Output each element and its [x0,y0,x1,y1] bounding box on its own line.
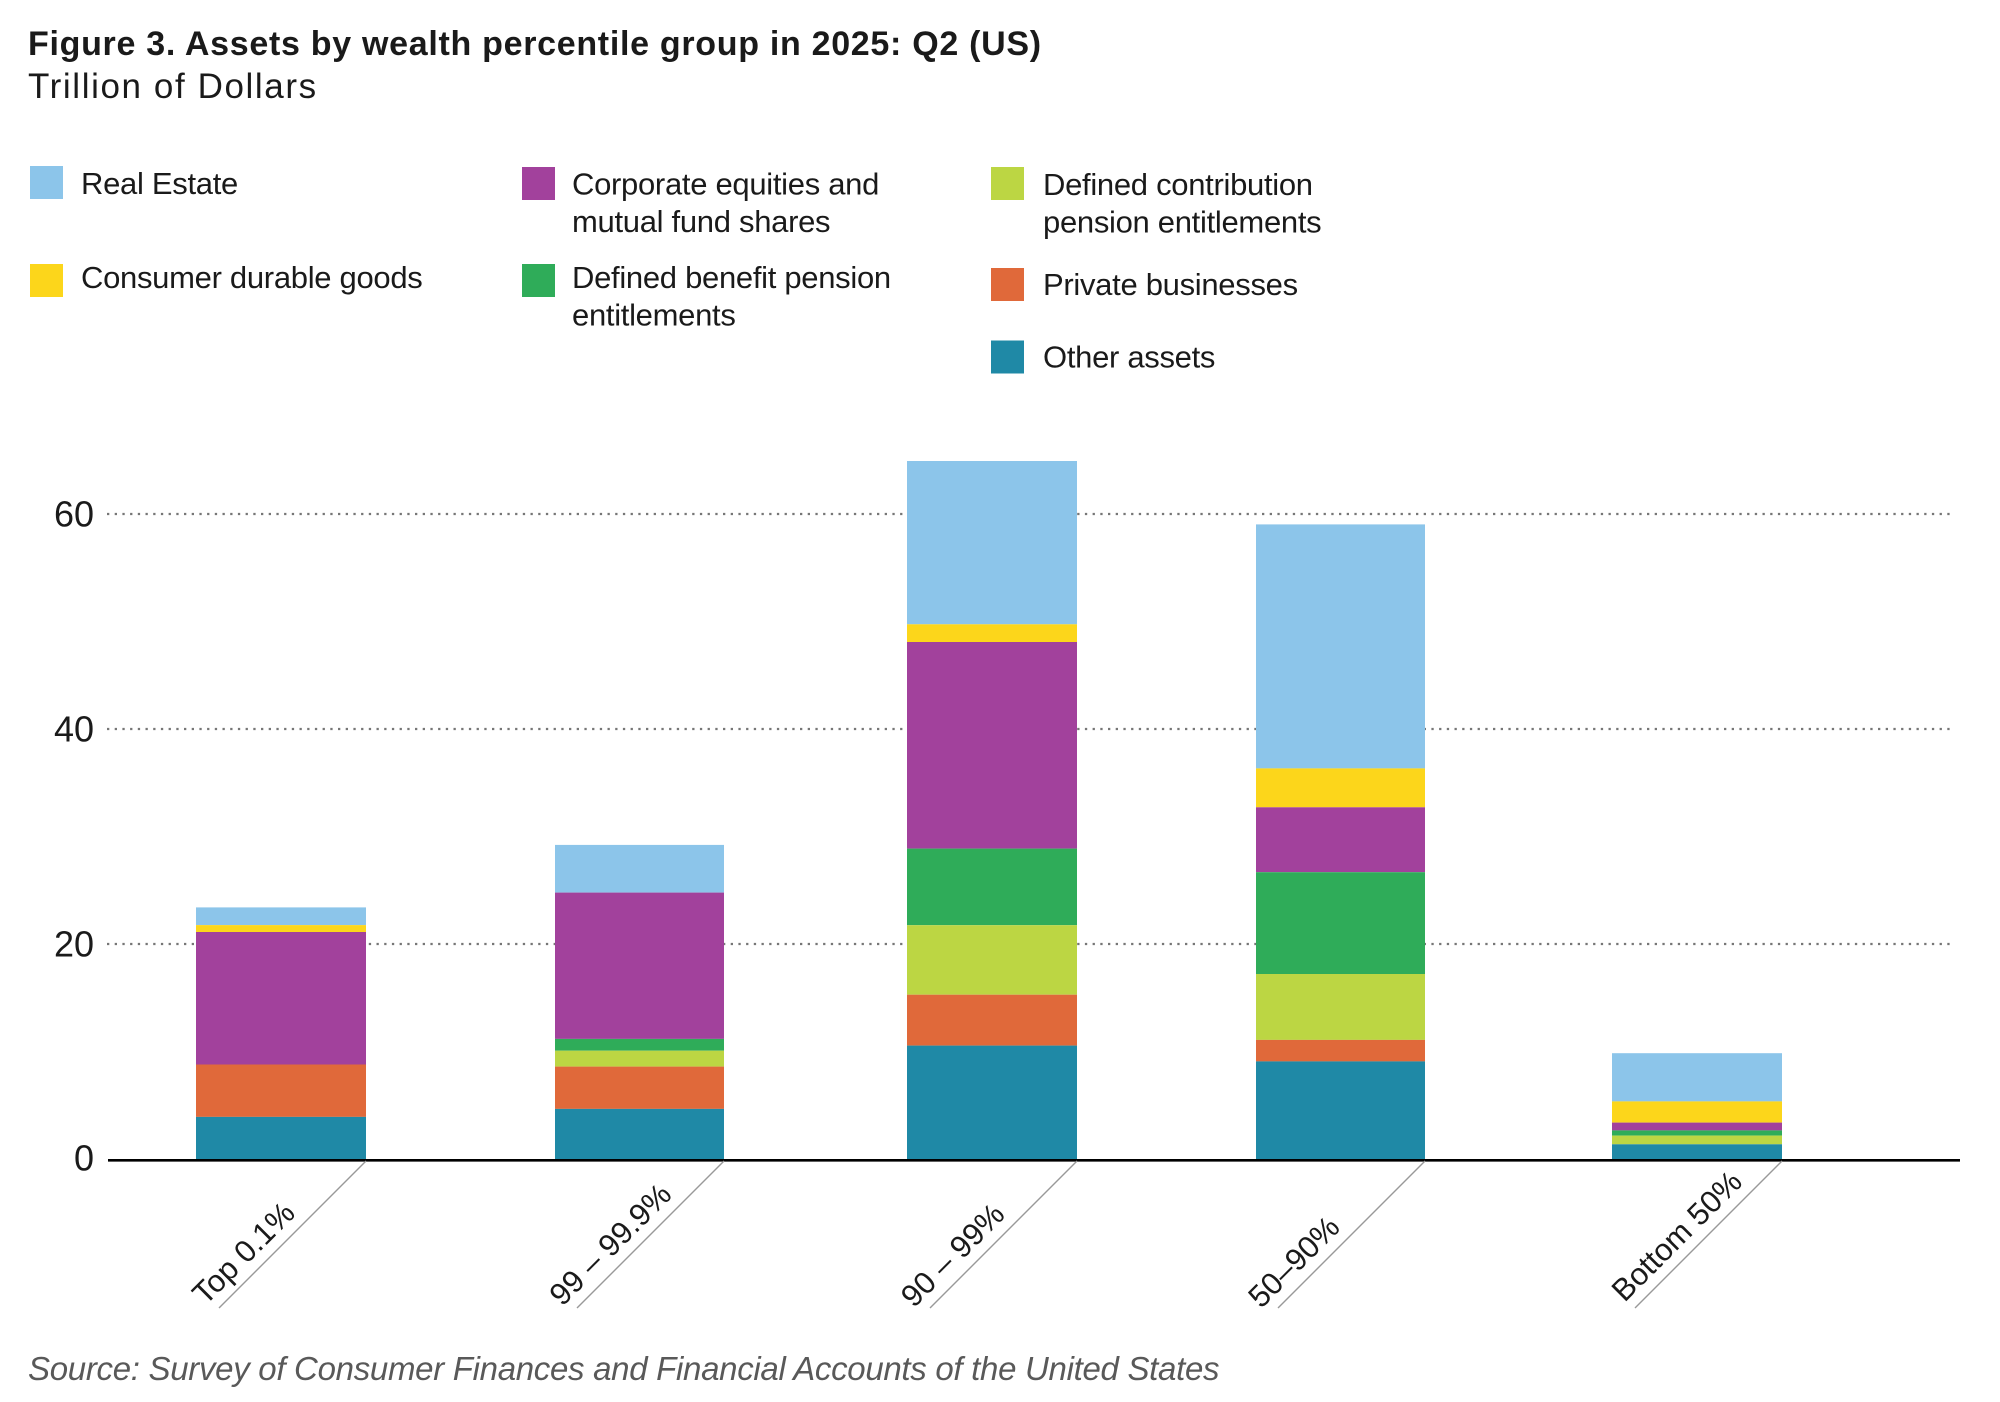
svg-text:pension entitlements: pension entitlements [1043,205,1321,240]
svg-text:20: 20 [54,924,94,965]
svg-text:60: 60 [54,494,94,535]
svg-text:Corporate equities and: Corporate equities and [572,167,879,202]
svg-text:entitlements: entitlements [572,298,736,333]
svg-text:Trillion of Dollars: Trillion of Dollars [28,67,318,106]
svg-text:Private businesses: Private businesses [1043,267,1298,302]
svg-text:Defined benefit pension: Defined benefit pension [572,260,891,295]
svg-text:mutual fund shares: mutual fund shares [572,204,830,239]
svg-text:Real Estate: Real Estate [81,166,238,201]
svg-text:Consumer durable goods: Consumer durable goods [81,260,423,295]
svg-text:0: 0 [74,1138,94,1179]
svg-text:Source: Survey of Consumer Fin: Source: Survey of Consumer Finances and … [28,1350,1219,1387]
svg-text:Other assets: Other assets [1043,340,1215,375]
svg-text:Figure 3. Assets by wealth per: Figure 3. Assets by wealth percentile gr… [28,25,1042,63]
svg-text:Defined contribution: Defined contribution [1043,167,1313,202]
svg-text:40: 40 [54,709,94,750]
